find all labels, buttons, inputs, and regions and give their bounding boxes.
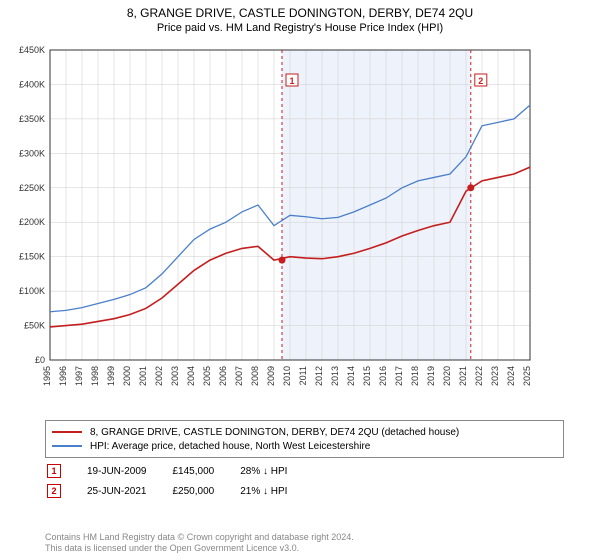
- marker-date-1: 19-JUN-2009: [87, 462, 170, 480]
- svg-text:1998: 1998: [90, 366, 100, 386]
- svg-text:£50K: £50K: [24, 321, 45, 331]
- svg-text:2012: 2012: [314, 366, 324, 386]
- marker-badge-2: 2: [47, 484, 61, 498]
- svg-text:2010: 2010: [282, 366, 292, 386]
- footnote-line-2: This data is licensed under the Open Gov…: [45, 543, 354, 554]
- svg-text:2019: 2019: [426, 366, 436, 386]
- svg-text:£100K: £100K: [19, 286, 45, 296]
- marker-delta-2: 21% ↓ HPI: [240, 482, 311, 500]
- svg-text:2009: 2009: [266, 366, 276, 386]
- footnote: Contains HM Land Registry data © Crown c…: [45, 532, 354, 554]
- svg-text:£150K: £150K: [19, 252, 45, 262]
- legend-row-hpi: HPI: Average price, detached house, Nort…: [52, 439, 557, 453]
- svg-text:£250K: £250K: [19, 183, 45, 193]
- svg-text:2024: 2024: [506, 366, 516, 386]
- svg-text:2018: 2018: [410, 366, 420, 386]
- svg-text:2014: 2014: [346, 366, 356, 386]
- svg-text:2003: 2003: [170, 366, 180, 386]
- svg-text:2020: 2020: [442, 366, 452, 386]
- svg-text:1995: 1995: [42, 366, 52, 386]
- svg-text:2: 2: [478, 76, 483, 86]
- svg-text:£450K: £450K: [19, 45, 45, 55]
- svg-text:1996: 1996: [58, 366, 68, 386]
- svg-text:2022: 2022: [474, 366, 484, 386]
- svg-text:2000: 2000: [122, 366, 132, 386]
- marker-price-2: £250,000: [172, 482, 238, 500]
- svg-text:1: 1: [289, 76, 294, 86]
- svg-text:2025: 2025: [522, 366, 532, 386]
- svg-text:2015: 2015: [362, 366, 372, 386]
- svg-text:2005: 2005: [202, 366, 212, 386]
- svg-text:2023: 2023: [490, 366, 500, 386]
- legend-box: 8, GRANGE DRIVE, CASTLE DONINGTON, DERBY…: [45, 420, 564, 458]
- svg-text:2008: 2008: [250, 366, 260, 386]
- legend-row-price-paid: 8, GRANGE DRIVE, CASTLE DONINGTON, DERBY…: [52, 425, 557, 439]
- price-chart: £0 £50K £100K £150K £200K £250K £300K £350K £400…: [0, 40, 600, 410]
- svg-text:2006: 2006: [218, 366, 228, 386]
- svg-text:2017: 2017: [394, 366, 404, 386]
- marker-price-1: £145,000: [172, 462, 238, 480]
- svg-text:2001: 2001: [138, 366, 148, 386]
- svg-text:2013: 2013: [330, 366, 340, 386]
- chart-title: 8, GRANGE DRIVE, CASTLE DONINGTON, DERBY…: [0, 0, 600, 20]
- marker-table: 1 19-JUN-2009 £145,000 28% ↓ HPI 2 25-JU…: [45, 460, 313, 502]
- svg-text:£0: £0: [35, 355, 45, 365]
- legend-swatch-price-paid: [52, 431, 82, 433]
- marker-badge-1: 1: [47, 464, 61, 478]
- svg-text:£200K: £200K: [19, 217, 45, 227]
- svg-text:1997: 1997: [74, 366, 84, 386]
- svg-text:2007: 2007: [234, 366, 244, 386]
- legend-label-price-paid: 8, GRANGE DRIVE, CASTLE DONINGTON, DERBY…: [90, 427, 459, 438]
- svg-text:£400K: £400K: [19, 79, 45, 89]
- svg-text:2011: 2011: [298, 366, 308, 385]
- svg-text:2021: 2021: [458, 366, 468, 386]
- svg-text:£300K: £300K: [19, 148, 45, 158]
- chart-container: 8, GRANGE DRIVE, CASTLE DONINGTON, DERBY…: [0, 0, 600, 560]
- svg-text:2016: 2016: [378, 366, 388, 386]
- marker-date-2: 25-JUN-2021: [87, 482, 170, 500]
- footnote-line-1: Contains HM Land Registry data © Crown c…: [45, 532, 354, 543]
- legend-swatch-hpi: [52, 445, 82, 447]
- svg-text:1999: 1999: [106, 366, 116, 386]
- svg-text:£350K: £350K: [19, 114, 45, 124]
- marker-row-1: 1 19-JUN-2009 £145,000 28% ↓ HPI: [47, 462, 311, 480]
- svg-text:2004: 2004: [186, 366, 196, 386]
- legend-label-hpi: HPI: Average price, detached house, Nort…: [90, 441, 370, 452]
- chart-subtitle: Price paid vs. HM Land Registry's House …: [0, 20, 600, 34]
- svg-text:2002: 2002: [154, 366, 164, 386]
- marker-delta-1: 28% ↓ HPI: [240, 462, 311, 480]
- marker-row-2: 2 25-JUN-2021 £250,000 21% ↓ HPI: [47, 482, 311, 500]
